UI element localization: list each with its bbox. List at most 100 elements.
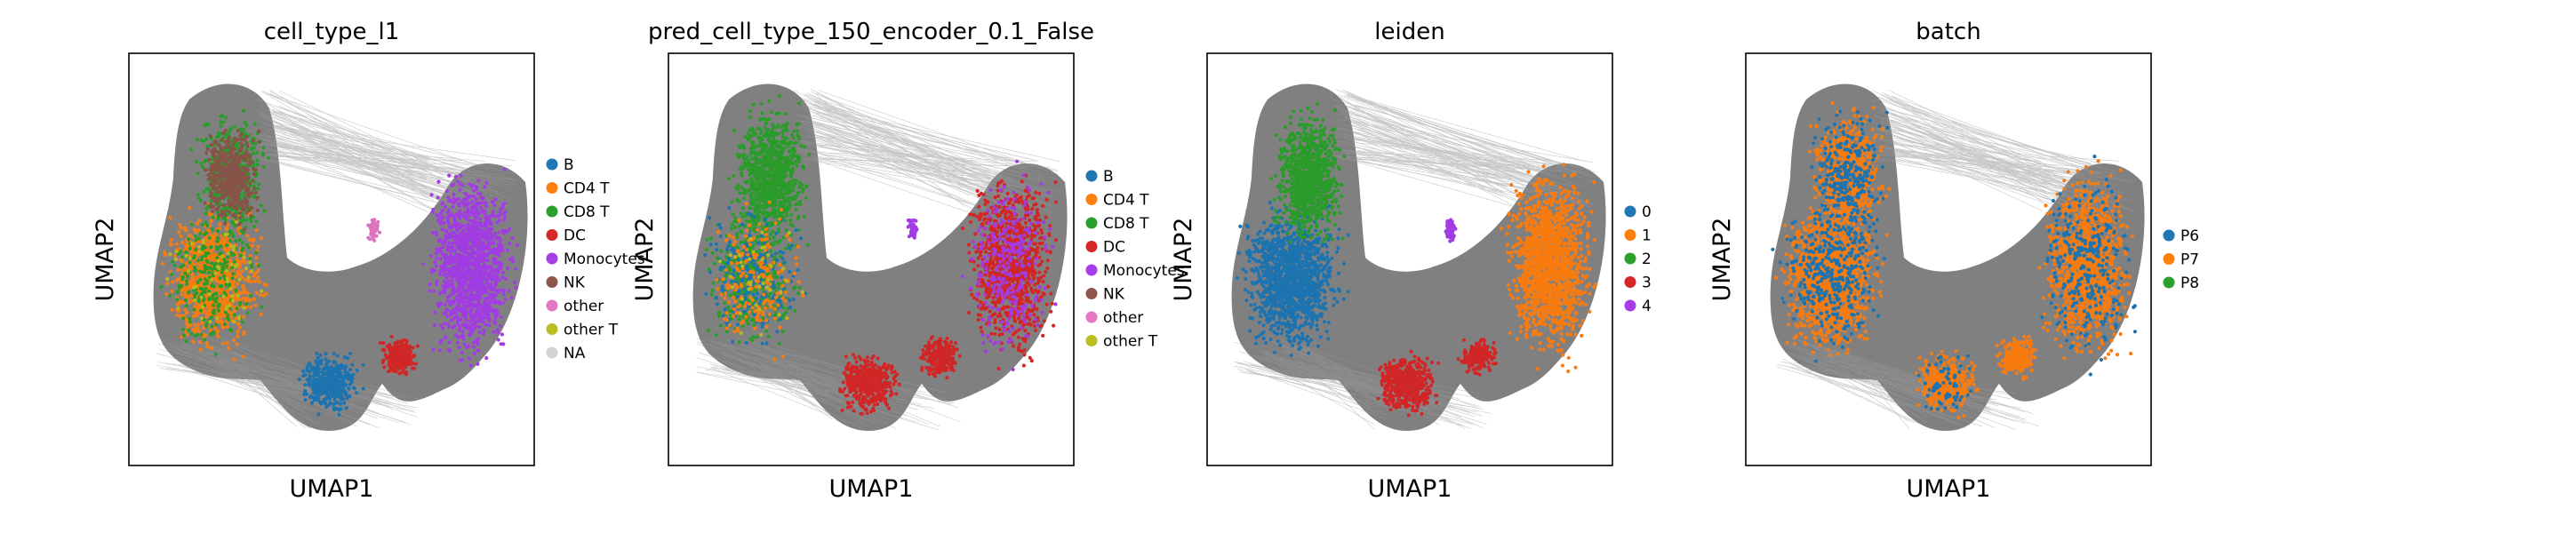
- cell-point: [232, 320, 236, 324]
- cell-point: [177, 230, 181, 235]
- cell-point: [467, 287, 471, 291]
- cell-point: [315, 351, 319, 356]
- cell-point: [777, 227, 781, 232]
- cell-point: [446, 324, 451, 329]
- cell-point: [389, 334, 394, 339]
- cell-point: [225, 341, 229, 346]
- cell-point: [223, 128, 228, 132]
- cell-point: [199, 291, 204, 297]
- cell-point: [204, 259, 209, 263]
- cell-point: [317, 400, 322, 404]
- cell-point: [303, 383, 308, 387]
- cell-point: [451, 289, 455, 293]
- cell-point: [476, 324, 481, 329]
- cell-point: [337, 388, 341, 393]
- cell-point: [189, 331, 194, 336]
- cell-point: [216, 304, 220, 308]
- cell-point: [474, 243, 478, 248]
- cell-point: [458, 282, 462, 287]
- cell-point: [231, 338, 236, 342]
- cell-point: [215, 235, 220, 240]
- cell-point: [254, 251, 259, 255]
- cell-point: [501, 342, 506, 346]
- cell-point: [248, 181, 252, 186]
- graph-edge: [217, 362, 406, 423]
- cell-point: [209, 278, 213, 282]
- cell-point: [219, 244, 223, 249]
- cell-point: [195, 290, 199, 295]
- cell-point: [257, 263, 261, 267]
- cell-point: [342, 401, 347, 405]
- cell-point: [452, 259, 457, 265]
- cell-point: [308, 373, 312, 378]
- cell-point: [412, 366, 417, 370]
- cell-point: [188, 316, 192, 321]
- cell-point: [444, 253, 448, 258]
- cell-point: [215, 245, 220, 250]
- cell-point: [261, 293, 266, 298]
- cell-point: [476, 201, 481, 205]
- cell-point: [257, 280, 261, 284]
- cell-point: [431, 347, 436, 352]
- panel-title: pred_cell_type_150_encoder_0.1_False: [648, 19, 1094, 45]
- cell-point: [244, 277, 248, 282]
- cell-point: [459, 277, 463, 282]
- cell-point: [230, 213, 235, 218]
- cell-point: [435, 233, 439, 237]
- cell-point: [465, 323, 469, 328]
- cell-point: [169, 243, 173, 247]
- cell-point: [460, 358, 464, 362]
- cell-point: [476, 302, 481, 306]
- cell-point: [466, 228, 470, 233]
- cell-point: [223, 221, 228, 226]
- cell-point: [228, 163, 232, 167]
- cell-point: [332, 408, 337, 412]
- cell-point: [213, 299, 219, 304]
- cell-point: [480, 265, 484, 269]
- cell-point: [471, 212, 476, 217]
- cell-point: [339, 373, 343, 378]
- cell-point: [199, 138, 204, 142]
- graph-edge: [265, 154, 460, 171]
- cell-point: [252, 122, 257, 126]
- cell-point: [206, 177, 211, 181]
- cell-point: [481, 208, 485, 212]
- cell-point: [242, 172, 246, 177]
- cell-point: [492, 320, 497, 324]
- cell-point: [250, 205, 254, 210]
- cell-point: [200, 305, 204, 309]
- cell-point: [228, 238, 233, 243]
- cell-point: [214, 296, 219, 300]
- cell-point: [748, 109, 752, 114]
- cell-point: [500, 332, 504, 337]
- graph-edge: [164, 338, 412, 426]
- cell-point: [372, 227, 377, 232]
- cell-point: [249, 219, 253, 224]
- cell-point: [371, 236, 375, 241]
- cell-point: [483, 269, 487, 274]
- cell-point: [252, 167, 256, 171]
- cell-point: [240, 241, 244, 245]
- cell-point: [503, 298, 508, 302]
- cell-point: [219, 175, 223, 179]
- cell-point: [171, 259, 175, 264]
- cell-point: [235, 342, 239, 346]
- cell-point: [212, 183, 216, 187]
- cell-point: [493, 247, 498, 251]
- cell-point: [386, 370, 391, 374]
- cell-point: [386, 355, 390, 360]
- cell-point: [488, 222, 493, 227]
- cell-point: [469, 227, 474, 232]
- cell-point: [217, 163, 221, 168]
- cell-point: [366, 223, 371, 227]
- cell-point: [194, 284, 198, 289]
- cell-point: [476, 191, 480, 195]
- cell-point: [219, 120, 223, 124]
- cell-point: [451, 269, 455, 274]
- cell-point: [480, 201, 484, 205]
- cell-point: [455, 179, 460, 184]
- graph-edge: [261, 91, 427, 189]
- cell-point: [204, 151, 209, 155]
- cell-point: [246, 195, 251, 199]
- cell-point: [457, 236, 461, 241]
